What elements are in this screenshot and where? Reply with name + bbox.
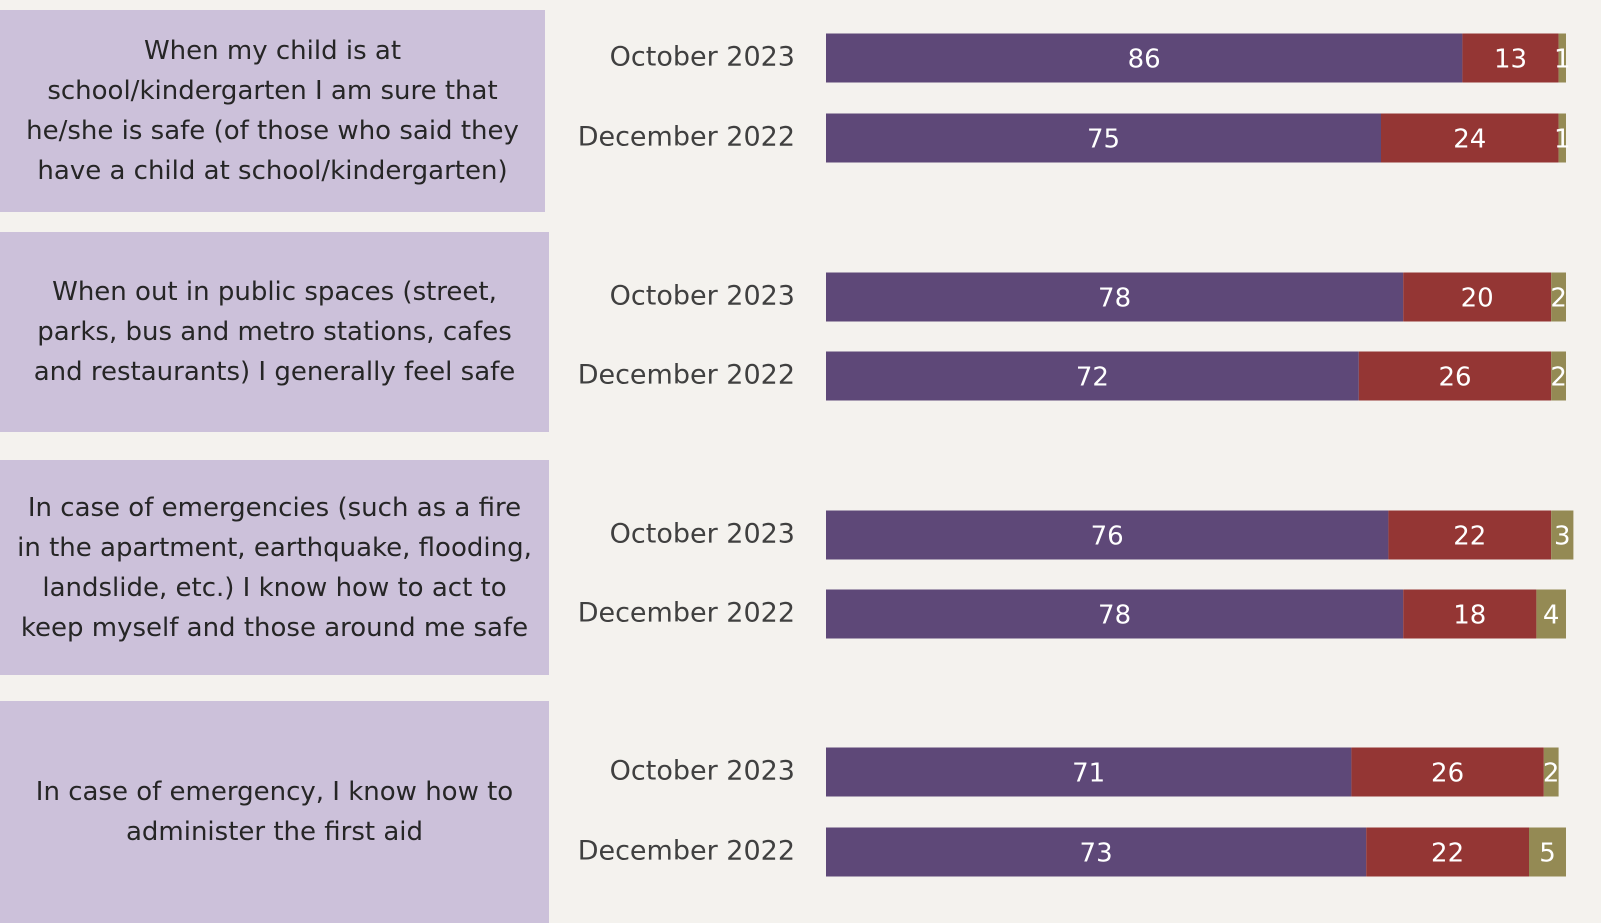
group-label: When my child is at school/kindergarten … [0, 10, 545, 212]
bar-segment [826, 827, 1367, 877]
data-label: 26 [1438, 363, 1471, 393]
bar-segment [1529, 827, 1566, 877]
bar-segment [1551, 510, 1574, 560]
group-label: When out in public spaces (street, parks… [0, 232, 549, 432]
data-label: 13 [1494, 45, 1527, 75]
data-label: 1 [1554, 125, 1571, 155]
bar-segment [826, 747, 1352, 797]
data-label: 20 [1461, 284, 1494, 314]
bar-segment [1366, 827, 1529, 877]
data-label: 86 [1128, 45, 1161, 75]
bar-segment [1543, 747, 1559, 797]
bar-segment [826, 589, 1404, 639]
category-label: December 2022 [578, 360, 795, 391]
bar-segment [1381, 113, 1559, 163]
data-label: 72 [1076, 363, 1109, 393]
data-label: 5 [1539, 839, 1556, 869]
data-label: 76 [1091, 522, 1124, 552]
data-label: 2 [1550, 363, 1567, 393]
data-label: 73 [1080, 839, 1113, 869]
data-label: 78 [1098, 601, 1131, 631]
bar-segment [826, 33, 1463, 83]
bar-segment [1351, 747, 1544, 797]
data-label: 3 [1554, 522, 1571, 552]
category-label: December 2022 [578, 122, 795, 153]
category-label: October 2023 [610, 756, 795, 787]
category-label: October 2023 [610, 281, 795, 312]
data-label: 2 [1543, 759, 1560, 789]
category-label: October 2023 [610, 42, 795, 73]
bar-segment [1462, 33, 1559, 83]
category-label: December 2022 [578, 598, 795, 629]
bar-segment [826, 272, 1404, 322]
data-label: 18 [1453, 601, 1486, 631]
category-label: October 2023 [610, 519, 795, 550]
category-label: December 2022 [578, 836, 795, 867]
data-label: 22 [1431, 839, 1464, 869]
group-label: In case of emergency, I know how to admi… [0, 701, 549, 923]
bar-segment [1358, 351, 1552, 401]
bar-segment [1403, 272, 1552, 322]
bar-segment [826, 113, 1381, 163]
data-label: 24 [1453, 125, 1486, 155]
bar-segment [1551, 351, 1566, 401]
bar-segment [826, 351, 1359, 401]
data-label: 2 [1550, 284, 1567, 314]
data-label: 22 [1453, 522, 1486, 552]
bar-segment [1388, 510, 1552, 560]
data-label: 75 [1087, 125, 1120, 155]
data-label: 26 [1431, 759, 1464, 789]
data-label: 1 [1554, 45, 1571, 75]
bar-segment [1558, 33, 1566, 83]
bar-segment [1536, 589, 1566, 639]
data-label: 4 [1543, 601, 1560, 631]
group-label: In case of emergencies (such as a fire i… [0, 460, 549, 675]
data-label: 71 [1072, 759, 1105, 789]
bar-segment [1403, 589, 1537, 639]
bar-segment [826, 510, 1389, 560]
bar-segment [1551, 272, 1566, 322]
data-label: 78 [1098, 284, 1131, 314]
bar-segment [1558, 113, 1566, 163]
